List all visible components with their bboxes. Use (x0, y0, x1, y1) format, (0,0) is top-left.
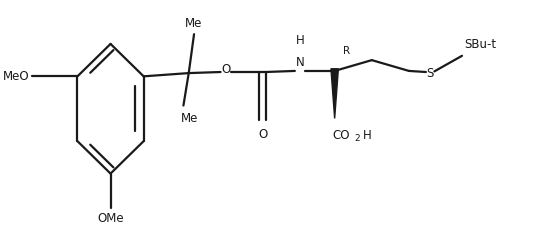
Text: R: R (343, 47, 350, 57)
Text: Me: Me (186, 17, 203, 30)
Text: O: O (221, 63, 231, 76)
Text: H: H (363, 129, 372, 142)
Text: N: N (296, 56, 305, 69)
Text: OMe: OMe (97, 212, 124, 225)
Text: 2: 2 (355, 134, 361, 143)
Text: MeO: MeO (3, 70, 30, 83)
Text: H: H (296, 34, 305, 47)
Text: Me: Me (181, 112, 198, 125)
Polygon shape (331, 69, 338, 118)
Text: S: S (427, 67, 434, 80)
Text: CO: CO (332, 129, 350, 142)
Text: SBu-t: SBu-t (464, 39, 497, 52)
Text: O: O (259, 128, 268, 141)
